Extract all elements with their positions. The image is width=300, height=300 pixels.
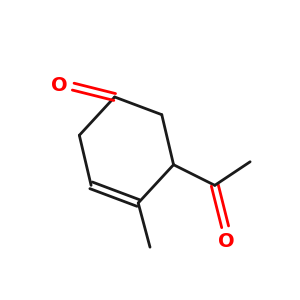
Text: O: O [51,76,68,95]
Text: O: O [218,232,235,251]
